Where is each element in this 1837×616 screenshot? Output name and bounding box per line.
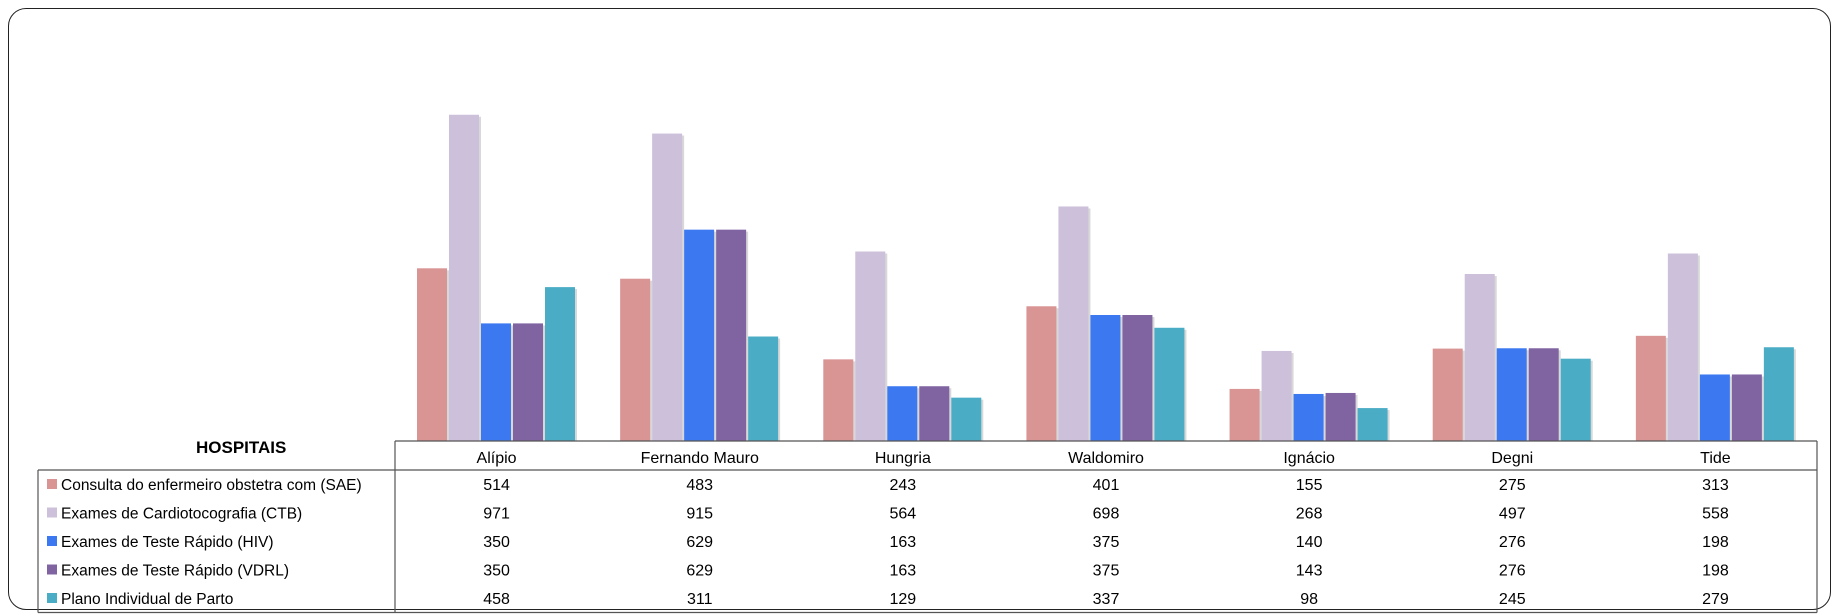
bar-2-2 xyxy=(887,386,918,441)
bar-1-3 xyxy=(716,229,747,441)
series-label: Plano Individual de Parto xyxy=(61,591,233,608)
bar-3-3 xyxy=(1122,315,1153,441)
data-label: 350 xyxy=(483,563,510,580)
series-label: Exames de Teste Rápido (HIV) xyxy=(61,534,274,551)
data-label: 514 xyxy=(483,477,510,494)
bar-1-2 xyxy=(684,229,715,441)
data-label: 163 xyxy=(890,563,917,580)
category-label: Hungria xyxy=(875,450,931,467)
data-label: 311 xyxy=(687,591,713,608)
bar-6-1 xyxy=(1667,253,1698,441)
data-label: 629 xyxy=(686,534,713,551)
bar-4-1 xyxy=(1261,350,1292,441)
data-label: 276 xyxy=(1499,534,1526,551)
data-label: 268 xyxy=(1296,506,1323,523)
data-label: 629 xyxy=(686,563,713,580)
data-label: 243 xyxy=(890,477,917,494)
data-label: 275 xyxy=(1499,477,1526,494)
bar-3-4 xyxy=(1154,327,1185,441)
data-label: 143 xyxy=(1296,563,1323,580)
data-label: 564 xyxy=(890,506,917,523)
category-label: Waldomiro xyxy=(1068,450,1144,467)
bar-6-4 xyxy=(1763,347,1794,441)
bar-6-0 xyxy=(1635,335,1666,441)
bar-5-3 xyxy=(1528,348,1559,441)
data-label: 129 xyxy=(890,591,917,608)
chart-frame xyxy=(8,8,1831,610)
series-label: Exames de Cardiotocografia (CTB) xyxy=(61,506,302,523)
data-label: 245 xyxy=(1499,591,1526,608)
legend-key-1 xyxy=(47,507,57,518)
bar-5-4 xyxy=(1560,358,1591,441)
data-label: 163 xyxy=(890,534,917,551)
data-label: 558 xyxy=(1702,506,1729,523)
table-title: HOSPITAIS xyxy=(196,438,287,457)
data-label: 140 xyxy=(1296,534,1323,551)
data-label: 458 xyxy=(483,591,510,608)
legend-key-3 xyxy=(47,564,57,575)
bar-4-3 xyxy=(1325,392,1356,441)
data-label: 350 xyxy=(483,534,510,551)
data-label: 276 xyxy=(1499,563,1526,580)
bar-0-1 xyxy=(449,114,479,441)
bar-0-2 xyxy=(481,323,511,441)
data-label: 98 xyxy=(1300,591,1318,608)
data-label: 375 xyxy=(1093,534,1120,551)
category-label: Alípio xyxy=(477,450,517,467)
data-label: 375 xyxy=(1093,563,1120,580)
bar-3-1 xyxy=(1058,206,1089,441)
series-label: Consulta do enfermeiro obstetra com (SAE… xyxy=(61,477,362,494)
data-label: 337 xyxy=(1093,591,1120,608)
data-label: 915 xyxy=(686,506,713,523)
bar-4-0 xyxy=(1229,388,1260,441)
bar-4-2 xyxy=(1293,393,1324,441)
legend-key-0 xyxy=(47,479,57,489)
data-label: 279 xyxy=(1702,591,1729,608)
bar-1-0 xyxy=(620,278,651,441)
series-label: Exames de Teste Rápido (VDRL) xyxy=(61,563,289,580)
bar-2-3 xyxy=(919,386,950,441)
data-label: 971 xyxy=(483,506,510,523)
bar-0-3 xyxy=(513,323,543,441)
data-label: 198 xyxy=(1702,563,1729,580)
data-label: 313 xyxy=(1702,477,1729,494)
bar-5-2 xyxy=(1496,348,1527,441)
bar-1-4 xyxy=(748,336,779,441)
data-label: 698 xyxy=(1093,506,1120,523)
bar-5-1 xyxy=(1464,274,1495,441)
bar-2-4 xyxy=(951,397,982,441)
bar-6-3 xyxy=(1731,374,1762,441)
category-label: Ignácio xyxy=(1283,450,1335,467)
bar-0-0 xyxy=(417,268,447,441)
data-label: 497 xyxy=(1499,506,1526,523)
bar-3-0 xyxy=(1026,306,1057,441)
data-label: 483 xyxy=(686,477,713,494)
data-label: 155 xyxy=(1296,477,1323,494)
bar-4-4 xyxy=(1357,408,1388,441)
bar-6-2 xyxy=(1699,374,1730,441)
bar-1-1 xyxy=(652,133,683,441)
category-label: Fernando Mauro xyxy=(641,450,759,467)
legend-key-2 xyxy=(47,536,57,546)
bar-2-0 xyxy=(823,359,854,441)
data-label: 401 xyxy=(1093,477,1120,494)
bar-2-1 xyxy=(855,251,886,441)
category-label: Tide xyxy=(1700,450,1731,467)
bar-3-2 xyxy=(1090,315,1121,441)
bar-0-4 xyxy=(545,287,575,441)
data-label: 198 xyxy=(1702,534,1729,551)
legend-key-4 xyxy=(47,593,57,603)
bar-5-0 xyxy=(1432,348,1463,441)
category-label: Degni xyxy=(1491,450,1533,467)
